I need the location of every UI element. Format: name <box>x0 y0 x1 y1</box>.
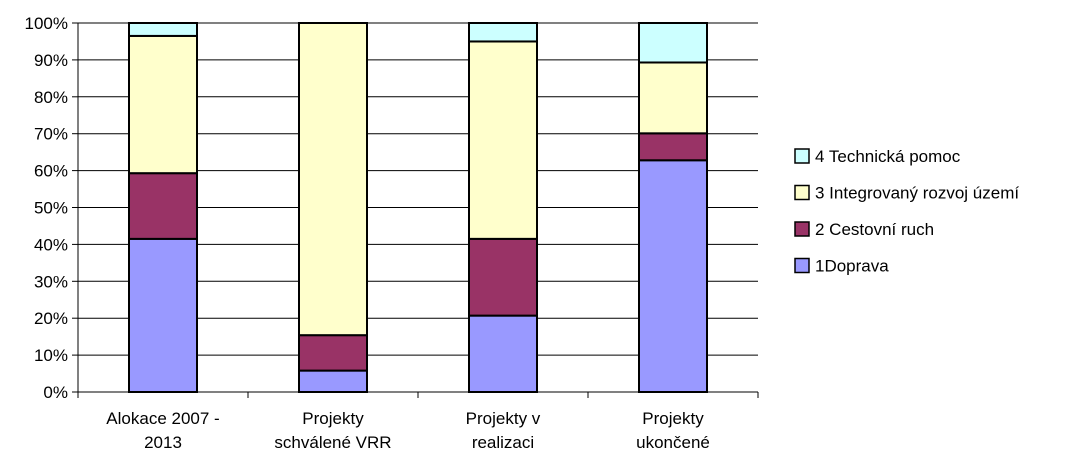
y-tick-label: 30% <box>34 272 68 291</box>
bar-segment <box>468 40 538 240</box>
y-tick-label: 10% <box>34 346 68 365</box>
legend-swatch <box>794 221 810 237</box>
y-tick-label: 50% <box>34 199 68 218</box>
y-tick-label: 100% <box>25 14 68 33</box>
x-tick-label: Alokace 2007 -2013 <box>106 409 219 452</box>
x-tick-label: Projekty v realizaci <box>466 409 541 452</box>
bar-segment <box>298 22 368 337</box>
legend-swatch <box>794 184 810 201</box>
bar-segment <box>638 22 708 64</box>
y-tick-label: 20% <box>34 309 68 328</box>
y-axis-tick-labels: 0% 10% 20% 30% 40% 50% 60% 70% 80% 90% 100% <box>25 14 68 402</box>
bar-segment <box>128 34 198 175</box>
legend-label: 2 Cestovní ruch <box>815 220 934 239</box>
y-tick-label: 0% <box>43 383 68 402</box>
legend-label: 3 Integrovaný rozvoj území <box>815 184 1019 203</box>
x-tick-label: Projekty schválené VRR <box>274 409 391 452</box>
legend-swatch <box>794 148 810 164</box>
legend: 4 Technická pomoc 3 Integrovaný rozvoj úz… <box>794 147 1019 276</box>
bar-segment <box>128 237 198 393</box>
bar-segment <box>638 159 708 393</box>
bar-segment <box>468 314 538 394</box>
y-tick-label: 40% <box>34 235 68 254</box>
bar-segment <box>298 334 368 372</box>
bar-segment <box>468 237 538 317</box>
bar-segment <box>638 132 708 162</box>
legend-label: 1Doprava <box>815 257 889 276</box>
x-tick-label: Projekty ukončené <box>636 409 710 452</box>
y-tick-label: 60% <box>34 162 68 181</box>
x-axis-tick-labels: Alokace 2007 -2013 Projekty schválené VRR P… <box>106 409 710 452</box>
legend-swatch <box>794 257 810 274</box>
y-tick-label: 80% <box>34 88 68 107</box>
bar-segment <box>128 22 198 37</box>
bar-segment <box>298 369 368 393</box>
y-tick-label: 90% <box>34 51 68 70</box>
axes <box>72 22 759 398</box>
legend-label: 4 Technická pomoc <box>815 147 961 166</box>
bar-segment <box>128 172 198 240</box>
bars <box>128 22 708 394</box>
bar-segment <box>468 22 538 43</box>
bar-segment <box>638 61 708 135</box>
y-tick-label: 70% <box>34 125 68 144</box>
